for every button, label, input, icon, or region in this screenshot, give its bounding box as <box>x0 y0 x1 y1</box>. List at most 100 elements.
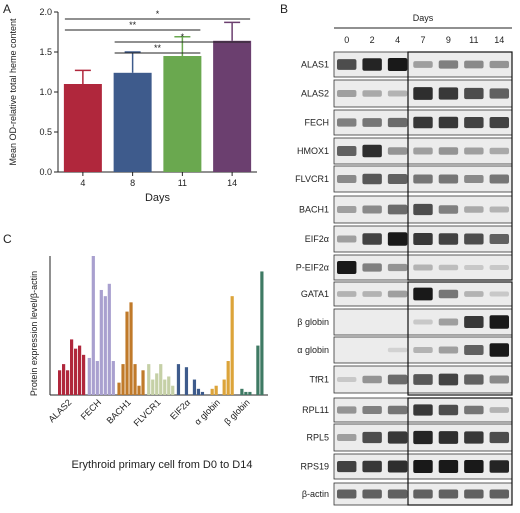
blot-row-label: FLVCR1 <box>295 174 329 184</box>
blot-band <box>413 347 433 353</box>
blot-row-label: FECH <box>305 118 330 128</box>
blot-band <box>489 234 509 244</box>
blot-band <box>464 265 484 270</box>
panel-b-label: B <box>280 2 288 16</box>
chart-c-bar <box>240 388 244 395</box>
blot-band <box>337 235 357 243</box>
chart-c-bar <box>256 345 260 395</box>
chart-c-bar <box>200 391 205 395</box>
chart-a-bar <box>163 56 202 172</box>
blot-band <box>362 489 382 499</box>
chart-c-bar <box>222 379 226 395</box>
chart-a-significance-label: * <box>156 9 160 19</box>
blot-day-label: 11 <box>469 35 478 45</box>
chart-c-xtick-label: BACH1 <box>105 397 133 425</box>
blot-row-label: ALAS2 <box>301 89 329 99</box>
blot-band <box>489 315 509 329</box>
blot-band <box>337 260 357 275</box>
blot-band <box>362 375 382 384</box>
chart-c-bar <box>66 370 70 395</box>
chart-c-bar <box>78 345 82 395</box>
chart-c-bar <box>137 385 141 395</box>
blot-band <box>438 87 459 100</box>
blot-band <box>362 205 382 214</box>
blot-band <box>387 232 408 246</box>
chart-c-bar <box>248 391 252 395</box>
blot-band <box>387 431 408 444</box>
blot-band <box>464 206 484 213</box>
blot-band <box>489 343 509 357</box>
chart-c-bar <box>230 296 234 395</box>
blot-band <box>489 489 509 499</box>
blot-band <box>337 205 357 214</box>
blot-band <box>464 431 484 444</box>
blot-day-label: 2 <box>370 35 375 45</box>
chart-c-bar <box>95 361 99 395</box>
blot-band <box>387 489 408 499</box>
blot-band <box>387 374 408 385</box>
blot-day-label: 7 <box>420 35 425 45</box>
chart-a-bar <box>113 72 152 172</box>
blot-band <box>464 175 484 183</box>
chart-c-bar <box>196 388 201 395</box>
chart-c-bar <box>129 302 133 395</box>
chart-c-xtick-label: FECH <box>79 397 103 421</box>
blot-band <box>413 116 433 129</box>
blot-row-label: GATA1 <box>301 289 329 299</box>
blot-band <box>413 174 433 184</box>
blot-band <box>362 90 382 97</box>
blot-band <box>362 58 382 71</box>
blot-band <box>489 460 509 473</box>
chart-c-bar <box>62 364 66 395</box>
blot-band <box>337 118 357 127</box>
blot-band <box>413 147 433 155</box>
chart-a-xtick-label: 14 <box>227 178 237 188</box>
chart-a: Mean OD-relative total heme content Days… <box>8 7 257 204</box>
blot-band <box>413 87 433 100</box>
panel-c-label: C <box>3 232 12 246</box>
blot-band <box>489 265 509 270</box>
chart-c-bar <box>99 289 103 395</box>
blot-band <box>464 147 484 155</box>
blot-band <box>438 404 459 416</box>
chart-c-bar <box>87 357 91 395</box>
blot-row-label: EIF2α <box>305 234 329 244</box>
chart-c-bar <box>121 364 125 395</box>
blot-band <box>362 291 382 297</box>
blot-band <box>464 316 484 328</box>
blot-row-label: TfR1 <box>309 375 329 385</box>
chart-a-xtick-label: 11 <box>178 178 187 188</box>
blot-row-label: BACH1 <box>299 205 329 215</box>
chart-c-xtick-label: ALAS2 <box>47 397 74 424</box>
blot-band <box>438 489 459 499</box>
chart-a-ytick-label: 1.5 <box>39 47 52 57</box>
blot-band <box>438 116 459 129</box>
chart-c-bar <box>141 370 145 395</box>
blot-band <box>438 346 459 354</box>
blot-band <box>362 118 382 127</box>
blot-band <box>464 459 484 474</box>
blot-band <box>438 318 459 326</box>
blot-band <box>438 431 459 444</box>
blot-band <box>438 459 459 474</box>
blot-band <box>413 430 433 445</box>
blot-band <box>464 345 484 355</box>
chart-a-ytick-label: 2.0 <box>39 7 52 17</box>
blot-band <box>489 60 509 69</box>
blot-band <box>413 404 433 416</box>
blot-band <box>337 291 357 297</box>
chart-c-bar <box>159 364 163 395</box>
blot-group-frame <box>407 281 513 396</box>
chart-a-bar <box>213 40 252 172</box>
chart-c-bar <box>58 370 62 395</box>
chart-a-xtick-label: 4 <box>80 178 85 188</box>
chart-c-bar <box>107 283 111 395</box>
chart-a-significance-label: ** <box>129 20 137 30</box>
blot-band <box>489 206 509 213</box>
blot-band <box>362 144 382 158</box>
blot-band <box>337 489 357 499</box>
blot-band <box>413 287 433 301</box>
blot-band <box>438 205 459 214</box>
chart-c-bar <box>192 379 197 395</box>
chart-c-xlabel: Erythroid primary cell from D0 to D14 <box>72 459 253 471</box>
